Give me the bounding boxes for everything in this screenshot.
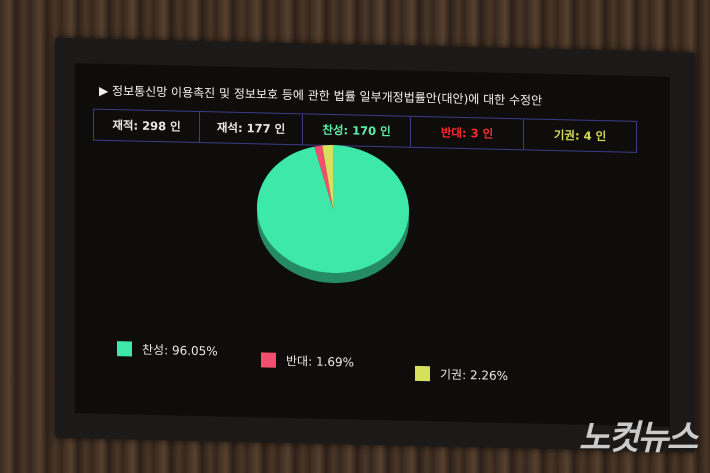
legend-swatch-abstain <box>415 365 430 382</box>
display-monitor: ▶ 정보통신망 이용촉진 및 정보보호 등에 관한 법률 일부개정법률안(대안)… <box>55 37 695 453</box>
pie-slice-찬성 <box>257 145 409 274</box>
pie-slice-기권 <box>322 145 333 210</box>
watermark-logo: 노컷뉴스 <box>578 418 698 458</box>
pie-depth <box>257 207 409 284</box>
pie-chart <box>257 145 409 284</box>
legend-abstain: 기권: 2.26% <box>415 365 508 384</box>
legend-no: 반대: 1.69% <box>261 351 354 370</box>
legend-swatch-yes <box>117 341 132 357</box>
vote-screen: ▶ 정보통신망 이용촉진 및 정보보호 등에 관한 법률 일부개정법률안(대안)… <box>75 63 670 427</box>
legend-yes: 찬성: 96.05% <box>117 340 218 359</box>
legend-label: 반대: 1.69% <box>286 353 355 370</box>
legend-label: 찬성: 96.05% <box>142 342 218 359</box>
pie-slice-반대 <box>314 145 333 210</box>
legend-swatch-no <box>261 352 276 368</box>
legend-label: 기권: 2.26% <box>440 367 509 384</box>
